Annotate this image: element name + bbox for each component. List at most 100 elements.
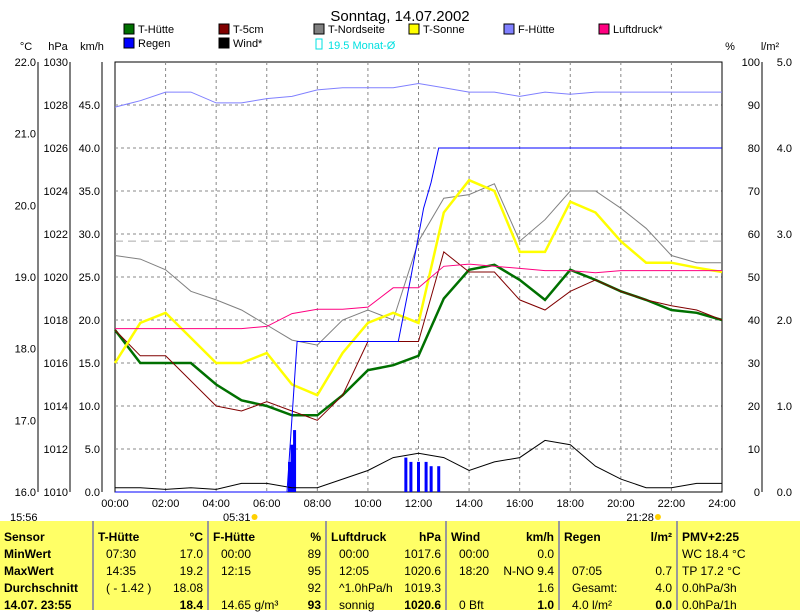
table-cell: 07:30 — [106, 547, 137, 561]
rain-bar — [417, 461, 420, 492]
tick-label: 60 — [748, 229, 760, 241]
tick-label: 17.0 — [15, 415, 36, 427]
tick-label: 1014 — [44, 401, 68, 413]
table-cell: sonnig — [339, 598, 375, 612]
table-cell: 17.0 — [179, 547, 203, 561]
x-tick-label: 10:00 — [354, 498, 382, 510]
legend-swatch — [123, 23, 135, 35]
legend-swatch — [503, 23, 515, 35]
table-cell: 00:00 — [339, 547, 370, 561]
legend-label: F-Hütte — [518, 24, 555, 36]
x-tick-label: 20:00 — [607, 498, 635, 510]
legend-label: T-Sonne — [423, 24, 465, 36]
table-cell: 1.0 — [537, 598, 554, 612]
tick-label: 1022 — [44, 229, 68, 241]
table-cell: 0.0hPa/3h — [682, 581, 737, 595]
table-cell: Regen — [564, 530, 601, 544]
table-cell: 1.6 — [537, 581, 554, 595]
tick-label: 45.0 — [79, 100, 100, 112]
tick-label: 1.0 — [777, 401, 792, 413]
table-cell: 00:00 — [459, 547, 490, 561]
tick-label: 1028 — [44, 100, 68, 112]
series-t-sonne — [113, 178, 723, 397]
x-tick-label: 18:00 — [556, 498, 584, 510]
legend-label: T-5cm — [233, 24, 264, 36]
tick-label: 20.0 — [79, 315, 100, 327]
table-cell: 0.0 — [537, 547, 554, 561]
tick-label: 19.0 — [15, 272, 36, 284]
table-cell: 1019.3 — [404, 581, 441, 595]
table-column: T-Hütte °C 07:30 17.0 14:35 19.2 ( - 1.42 ) 18.… — [92, 521, 209, 612]
tick-label: 1024 — [44, 186, 68, 198]
table-cell: 0.0hPa/1h — [682, 598, 737, 612]
table-cell: 93 — [307, 598, 321, 612]
table-cell: 18.4 — [179, 598, 203, 612]
rain-bar — [429, 466, 433, 492]
table-cell: l/m² — [650, 530, 672, 544]
sun-icon — [654, 514, 661, 520]
tick-label: 10.0 — [79, 401, 100, 413]
table-cell: 07:05 — [572, 564, 603, 578]
x-tick-label: 02:00 — [152, 498, 180, 510]
tick-label: 35.0 — [79, 186, 100, 198]
legend-label: T-Nordseite — [328, 24, 385, 36]
tick-label: 50 — [748, 272, 760, 284]
tick-label: 0.0 — [777, 487, 792, 499]
table-cell: ^1.0hPa/h — [339, 581, 393, 595]
legend-label: 19.5 Monat-Ø — [328, 40, 396, 52]
x-tick-label: 14:00 — [455, 498, 483, 510]
table-cell: PMV+2:25 — [682, 530, 740, 544]
tick-label: 15.0 — [79, 358, 100, 370]
tick-label: 0 — [754, 487, 760, 499]
table-cell: 4.0 — [655, 581, 672, 595]
table-cell: 1017.6 — [404, 547, 441, 561]
table-cell: hPa — [418, 530, 441, 544]
table-cell: Durchschnitt — [4, 581, 79, 595]
legend-swatch — [313, 23, 325, 35]
rain-bar — [288, 461, 292, 492]
table-column: PMV+2:25 WC 18.4 °C TP 17.2 °C 0.0hPa/3h 0.0… — [676, 521, 800, 612]
tick-label: 22.0 — [15, 57, 36, 69]
table-cell: 18:20 — [459, 564, 490, 578]
table-cell: 95 — [307, 564, 321, 578]
x-tick-label: 06:00 — [253, 498, 281, 510]
sunset-label: 21:28 — [626, 512, 654, 521]
table-column: F-Hütte% 00:00 89 12:15 95 92 14.65 g/m³ 93 — [207, 521, 327, 612]
table-cell: 1020.6 — [404, 564, 441, 578]
tick-label: 16.0 — [15, 487, 36, 499]
tick-label: 4.0 — [777, 143, 792, 155]
table-cell: 92 — [307, 581, 321, 595]
axis-unit: % — [725, 41, 735, 53]
rain-bar — [290, 444, 294, 492]
tick-label: 10 — [748, 444, 760, 456]
table-cell: MinWert — [4, 547, 52, 561]
summary-table: Sensor MinWert MaxWert Durchschnitt 14.07. 2… — [0, 521, 800, 612]
tick-label: 3.0 — [777, 229, 792, 241]
tick-label: 1030 — [44, 57, 68, 69]
rain-bar — [404, 457, 408, 492]
tick-label: 30.0 — [79, 229, 100, 241]
x-tick-label: 04:00 — [202, 498, 230, 510]
table-cell: % — [310, 530, 321, 544]
table-cell: N-NO 9.4 — [503, 564, 554, 578]
tick-label: 1016 — [44, 358, 68, 370]
weather-chart: Sonntag, 14.07.2002 °C 16.0 17.0 18.0 19.0 20.… — [10, 8, 792, 521]
series-t-nordseite — [114, 183, 722, 346]
tick-label: 0.0 — [85, 487, 100, 499]
tick-label: 1012 — [44, 444, 68, 456]
table-cell: Luftdruck — [331, 530, 387, 544]
x-tick-label: 22:00 — [658, 498, 686, 510]
rain-bar — [293, 430, 297, 492]
table-cell: Wind — [451, 530, 481, 544]
table-cell: 89 — [307, 547, 321, 561]
axis-unit: hPa — [48, 41, 68, 53]
chart-title: Sonntag, 14.07.2002 — [330, 8, 469, 25]
legend-swatch — [218, 23, 230, 35]
legend-label: Wind* — [233, 38, 263, 50]
x-tick-label: 00:00 — [101, 498, 129, 510]
rain-bar — [424, 461, 428, 492]
tick-label: 70 — [748, 186, 760, 198]
table-cell: °C — [189, 530, 203, 544]
tick-label: 5.0 — [777, 57, 792, 69]
tick-label: 18.0 — [15, 344, 36, 356]
